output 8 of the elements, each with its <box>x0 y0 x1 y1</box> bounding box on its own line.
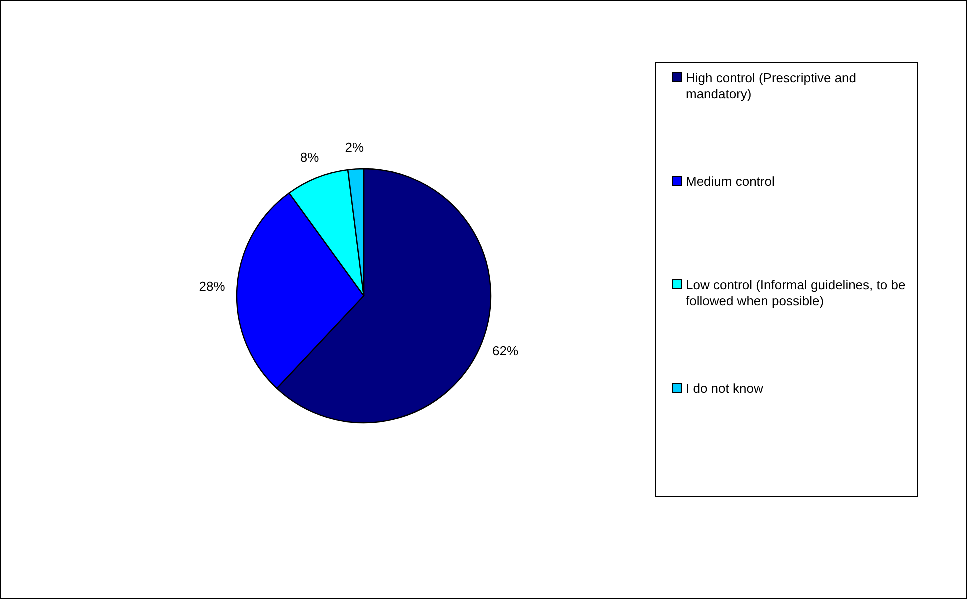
legend-label: I do not know <box>686 381 764 396</box>
data-label: 62% <box>492 343 519 358</box>
legend-label: High control (Prescriptive and mandatory) <box>686 70 857 102</box>
data-label: 28% <box>199 279 226 294</box>
legend-label: Medium control <box>686 174 775 190</box>
data-label: 8% <box>300 150 320 166</box>
data-label: 2% <box>345 140 364 155</box>
legend-label: Low control (Informal guidelines, to be followed when possible) <box>686 278 906 309</box>
